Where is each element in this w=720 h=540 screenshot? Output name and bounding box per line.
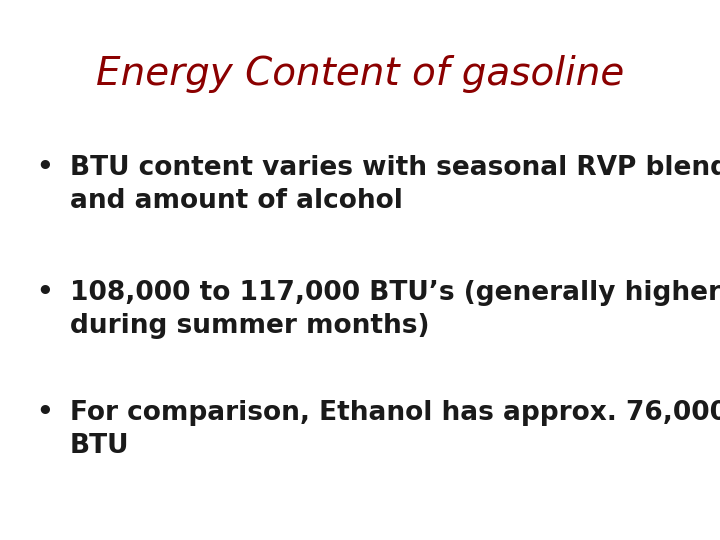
Text: •: • [37, 155, 53, 181]
Text: •: • [37, 400, 53, 426]
Text: •: • [37, 280, 53, 306]
Text: 108,000 to 117,000 BTU’s (generally higher
during summer months): 108,000 to 117,000 BTU’s (generally high… [70, 280, 720, 339]
Text: For comparison, Ethanol has approx. 76,000
BTU: For comparison, Ethanol has approx. 76,0… [70, 400, 720, 459]
Text: BTU content varies with seasonal RVP blends
and amount of alcohol: BTU content varies with seasonal RVP ble… [70, 155, 720, 214]
Text: Energy Content of gasoline: Energy Content of gasoline [96, 55, 624, 93]
